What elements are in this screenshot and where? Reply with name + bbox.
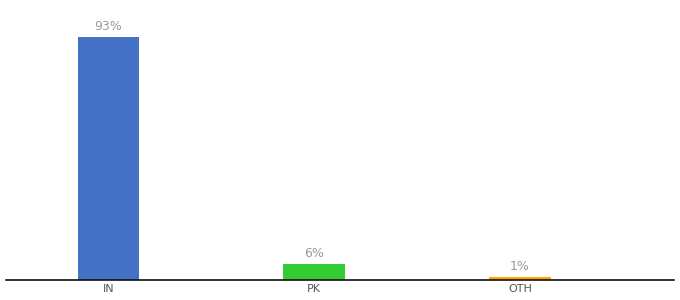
Text: 93%: 93% [95,20,122,33]
Text: 6%: 6% [305,247,324,260]
Bar [489,277,551,280]
Bar [78,37,139,280]
Text: 1%: 1% [510,260,530,273]
Bar [284,264,345,280]
